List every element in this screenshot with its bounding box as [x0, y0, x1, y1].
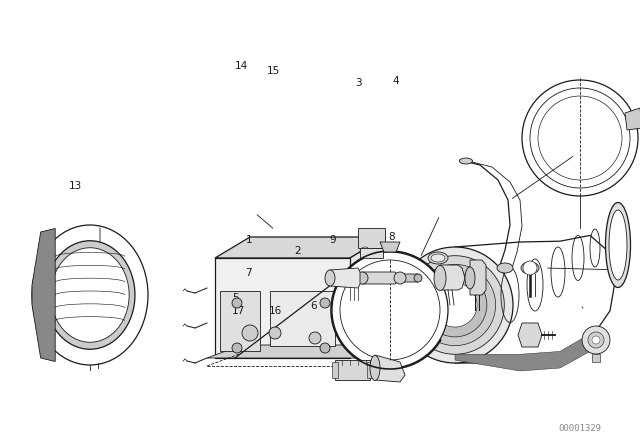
Circle shape [309, 332, 321, 344]
Text: 13: 13 [69, 181, 82, 191]
Text: 6: 6 [310, 301, 317, 310]
Ellipse shape [605, 202, 630, 288]
Polygon shape [335, 360, 370, 380]
Circle shape [340, 260, 440, 360]
Bar [220, 291, 260, 351]
Polygon shape [375, 355, 405, 382]
Polygon shape [518, 323, 542, 347]
Polygon shape [32, 228, 55, 362]
Circle shape [582, 326, 610, 354]
Circle shape [588, 332, 604, 348]
Ellipse shape [51, 248, 129, 342]
Circle shape [242, 325, 258, 341]
Circle shape [232, 343, 242, 353]
Circle shape [232, 298, 242, 308]
Polygon shape [380, 242, 400, 252]
Circle shape [397, 247, 513, 363]
Ellipse shape [414, 274, 422, 282]
Bar [270, 291, 335, 346]
Text: 3: 3 [355, 78, 362, 88]
Ellipse shape [394, 272, 406, 284]
Text: 4: 4 [392, 76, 399, 86]
Polygon shape [367, 362, 373, 378]
Ellipse shape [465, 267, 475, 289]
Text: 17: 17 [232, 306, 244, 316]
Text: 2: 2 [294, 246, 301, 256]
Ellipse shape [497, 263, 513, 273]
Circle shape [522, 80, 638, 196]
Circle shape [406, 256, 504, 354]
Ellipse shape [609, 210, 627, 280]
Text: 00001329: 00001329 [559, 423, 602, 432]
Polygon shape [350, 237, 385, 358]
Polygon shape [470, 260, 486, 295]
Text: 12: 12 [407, 314, 420, 324]
Circle shape [592, 336, 600, 344]
Text: 5: 5 [232, 293, 239, 303]
Circle shape [269, 327, 281, 339]
Ellipse shape [370, 356, 380, 380]
Polygon shape [625, 108, 640, 130]
Text: 1: 1 [246, 235, 253, 245]
Circle shape [523, 261, 537, 275]
Ellipse shape [434, 266, 446, 290]
Text: 16: 16 [269, 306, 282, 316]
Ellipse shape [356, 272, 368, 284]
Polygon shape [455, 334, 590, 371]
Ellipse shape [521, 262, 539, 274]
Polygon shape [215, 258, 350, 358]
Polygon shape [330, 268, 360, 288]
Polygon shape [592, 354, 600, 362]
Polygon shape [215, 237, 385, 258]
Polygon shape [332, 362, 338, 378]
Text: 10: 10 [454, 304, 467, 314]
Polygon shape [362, 272, 400, 284]
Circle shape [530, 88, 630, 188]
Polygon shape [400, 274, 420, 282]
Ellipse shape [431, 254, 445, 262]
Circle shape [360, 247, 370, 257]
Ellipse shape [428, 252, 448, 264]
Text: 9: 9 [330, 235, 336, 245]
Ellipse shape [32, 225, 148, 365]
Circle shape [332, 252, 448, 368]
Text: 11: 11 [374, 369, 387, 379]
Text: 8: 8 [388, 233, 395, 242]
Circle shape [433, 283, 477, 327]
Ellipse shape [45, 241, 135, 349]
Ellipse shape [325, 270, 335, 286]
Circle shape [538, 96, 622, 180]
Circle shape [415, 264, 495, 345]
Ellipse shape [460, 158, 472, 164]
Polygon shape [440, 265, 465, 290]
Polygon shape [360, 248, 383, 258]
Circle shape [423, 273, 487, 337]
Circle shape [320, 343, 330, 353]
Polygon shape [358, 228, 385, 248]
Circle shape [320, 298, 330, 308]
Text: 7: 7 [245, 268, 252, 278]
Text: 14: 14 [236, 61, 248, 71]
Polygon shape [207, 345, 393, 358]
Text: 15: 15 [268, 66, 280, 76]
